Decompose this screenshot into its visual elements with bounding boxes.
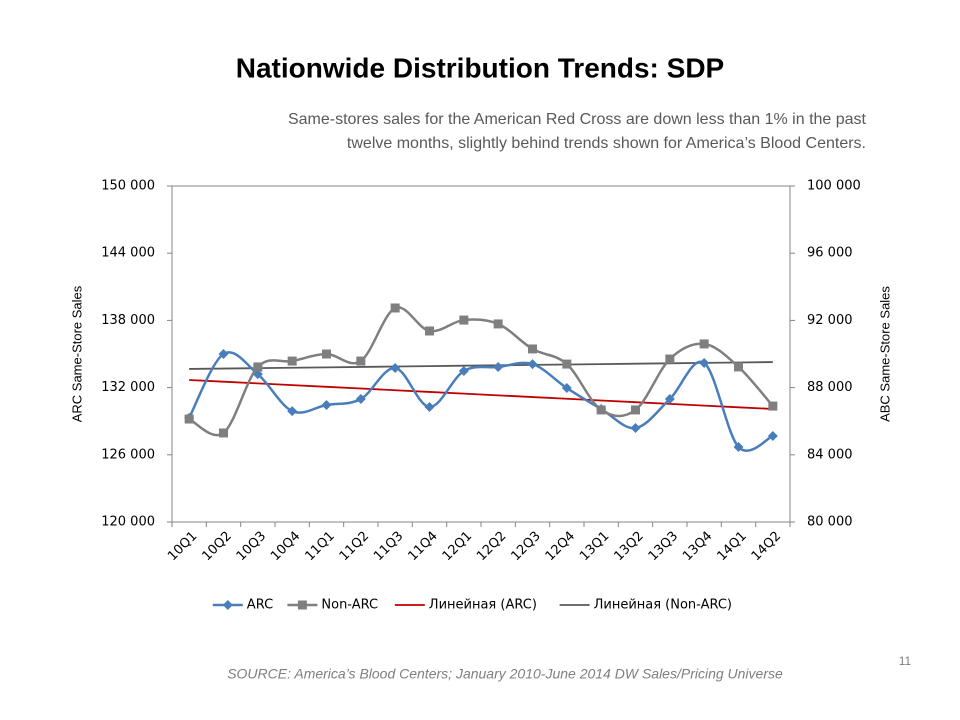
y-tick-label: 138 000 (101, 313, 155, 328)
point (561, 383, 572, 394)
point (322, 349, 331, 359)
point (768, 401, 778, 411)
point (493, 361, 504, 372)
point (184, 414, 194, 424)
y-tick-label: 126 000 (101, 447, 155, 462)
y-axis-title: ARC Same-Store Sales (69, 285, 84, 422)
point (493, 319, 503, 329)
point (562, 359, 572, 369)
y2-tick-label: 88 000 (807, 380, 853, 395)
point (630, 423, 641, 434)
point (424, 401, 435, 412)
legend-marker (297, 600, 307, 610)
trend-line (189, 361, 773, 370)
point (355, 394, 366, 405)
y-tick-label: 150 000 (101, 179, 155, 194)
point (699, 357, 710, 368)
point (218, 349, 229, 359)
point (390, 303, 400, 313)
legend-label: ARC (247, 598, 273, 613)
point (528, 344, 537, 354)
legend-label: Линейная (Non-ARC) (594, 598, 732, 613)
point (390, 363, 401, 373)
point (699, 339, 709, 349)
point (734, 362, 743, 372)
point (356, 356, 366, 366)
point (527, 359, 538, 370)
point (767, 430, 778, 441)
y2-tick-label: 100 000 (807, 179, 861, 194)
point (253, 362, 263, 372)
y-tick-label: 120 000 (101, 515, 155, 530)
legend-label: Non-ARC (321, 598, 378, 613)
point (596, 405, 606, 415)
y2-axis-title: ABC Same-Store Sales (877, 286, 892, 422)
y2-tick-label: 84 000 (807, 447, 853, 462)
trend-line (189, 379, 773, 410)
series-line (188, 351, 774, 452)
source-note: SOURCE: America’s Blood Centers; January… (227, 666, 783, 682)
point (458, 366, 469, 377)
point (631, 405, 640, 415)
point (287, 406, 298, 417)
y-tick-label: 144 000 (101, 246, 155, 261)
subtitle-line: twelve months, slightly behind trends sh… (347, 135, 866, 152)
legend-marker (222, 600, 233, 610)
point (665, 354, 675, 364)
y-tick-label: 132 000 (101, 380, 155, 395)
point (219, 428, 228, 438)
chart-title: Nationwide Distribution Trends: SDP (236, 52, 724, 83)
point (287, 356, 297, 366)
point (321, 399, 332, 410)
y2-tick-label: 92 000 (807, 313, 853, 328)
y2-tick-label: 96 000 (807, 246, 853, 261)
point (733, 441, 744, 452)
subtitle-line: Same-stores sales for the American Red C… (288, 111, 867, 128)
page-number: 11 (899, 654, 912, 668)
point (425, 326, 434, 336)
legend-label: Линейная (ARC) (429, 598, 537, 613)
point (459, 315, 469, 325)
point (252, 369, 263, 380)
y2-tick-label: 80 000 (807, 515, 853, 530)
point (664, 394, 675, 405)
